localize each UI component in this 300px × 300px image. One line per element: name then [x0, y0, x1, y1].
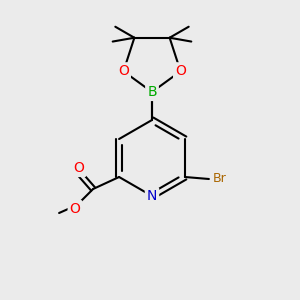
Text: B: B: [147, 85, 157, 99]
Text: O: O: [175, 64, 186, 78]
Text: N: N: [147, 189, 157, 203]
Text: O: O: [74, 161, 85, 175]
Text: Br: Br: [213, 172, 227, 185]
Text: O: O: [70, 202, 80, 216]
Text: O: O: [118, 64, 129, 78]
